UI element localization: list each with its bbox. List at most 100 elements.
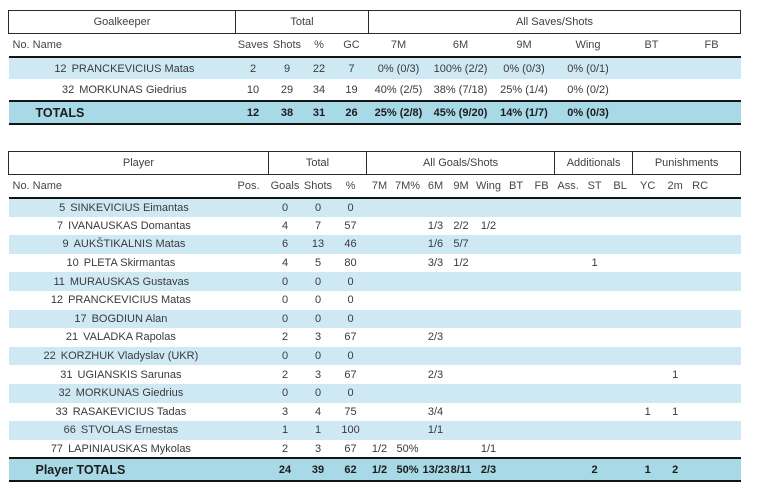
player-col-header-9: Wing	[473, 174, 504, 199]
stat-cell: 0	[314, 312, 322, 325]
stat-cell	[367, 272, 393, 291]
stat-cell	[608, 217, 633, 236]
player-number: 12	[54, 62, 67, 75]
name-cell: 17 BOGDIUN Alan	[9, 310, 229, 329]
player-col-header-7: 6M	[422, 174, 449, 199]
goalkeeper-col-header-3: %	[303, 33, 335, 58]
stat-cell: 0	[281, 294, 289, 307]
player-number: 7	[57, 219, 64, 232]
goalkeeper-col-header-9: BT	[620, 33, 683, 58]
stat-cell	[229, 254, 269, 273]
totals-stat-cell	[607, 457, 633, 483]
stat-cell	[449, 403, 474, 422]
player-number: 33	[55, 405, 68, 418]
stat-cell	[529, 198, 555, 217]
goalkeeper-col-header-10: FB	[682, 33, 741, 58]
filler-cell	[713, 384, 741, 403]
stat-cell: 2	[281, 368, 289, 381]
stat-cell	[555, 272, 582, 291]
filler-cell	[713, 291, 741, 310]
stat-cell: 0% (0/3)	[377, 62, 420, 75]
totals-stat-cell	[528, 457, 555, 483]
stat-cell: 0	[281, 275, 289, 288]
stat-cell	[633, 347, 663, 366]
stat-cell	[449, 384, 474, 403]
stat-cell	[688, 403, 713, 422]
stat-cell: 1/1	[480, 442, 497, 455]
stat-cell: 3	[314, 368, 322, 381]
stat-cell	[474, 403, 504, 422]
stat-cell	[688, 291, 713, 310]
filler-col-header	[712, 174, 741, 199]
stat-cell	[504, 198, 529, 217]
player-name: MORKUNAS Giedrius	[75, 387, 184, 400]
stat-cell	[229, 403, 269, 422]
stat-cell	[688, 217, 713, 236]
stat-cell	[504, 384, 529, 403]
stat-cell	[229, 310, 269, 329]
stat-cell	[393, 328, 423, 347]
filler-cell	[713, 347, 741, 366]
stat-cell	[633, 328, 663, 347]
player-row-31: 31 UGIANSKIS Sarunas 2 3 67 2/3 1	[9, 365, 741, 384]
player-row-21: 21 VALADKA Rapolas 2 3 67 2/3	[9, 328, 741, 347]
stat-cell	[608, 365, 633, 384]
stat-cell: 3	[314, 442, 322, 455]
name-cell: 12 PRANCKEVICIUS Matas	[9, 291, 229, 310]
stat-cell	[582, 291, 608, 310]
stat-cell	[582, 272, 608, 291]
stat-cell	[393, 347, 423, 366]
stat-cell	[555, 440, 582, 459]
stat-cell	[423, 384, 449, 403]
stat-cell: 1/2	[453, 257, 469, 270]
name-cell: 21 VALADKA Rapolas	[9, 328, 229, 347]
stat-cell	[555, 403, 582, 422]
stat-cell	[663, 421, 688, 440]
stat-cell	[393, 291, 423, 310]
stat-cell: 6	[281, 238, 289, 251]
goalkeeper-totals-row: TOTALS 12 38 31 26 25% (2/8) 45% (9/20) 14% (1/…	[8, 100, 741, 125]
stat-cell: 0	[347, 350, 354, 363]
name-cell: 9 AUKŠTIKALNIS Matas	[9, 235, 229, 254]
stat-cell: 1	[281, 424, 289, 437]
player-col-header-5: 7M	[366, 174, 393, 199]
stat-cell	[621, 79, 683, 101]
totals-stat-cell: 62	[334, 457, 367, 483]
totals-stat-cell: 8/11	[448, 457, 474, 483]
stat-cell: 13	[311, 238, 325, 251]
stat-cell: 7	[348, 62, 355, 75]
stat-cell: 2	[281, 442, 289, 455]
stat-cell	[688, 384, 713, 403]
stat-cell	[229, 421, 269, 440]
player-number: 5	[59, 201, 66, 214]
stat-cell: 9	[283, 62, 291, 75]
group-additionals: Additionals	[554, 151, 634, 175]
totals-stat-cell: 25% (2/8)	[368, 100, 429, 125]
stat-cell: 2/3	[427, 331, 444, 344]
stat-cell	[474, 328, 504, 347]
stat-cell: 3	[281, 405, 289, 418]
stat-cell	[504, 272, 529, 291]
stat-cell: 0	[347, 201, 354, 214]
player-name: SINKEVICIUS Eimantas	[70, 201, 189, 214]
stat-cell: 4	[314, 405, 322, 418]
stat-cell	[663, 310, 688, 329]
player-col-header-10: BT	[503, 174, 529, 199]
stat-cell	[663, 291, 688, 310]
player-row-66: 66 STVOLAS Ernestas 1 1 100 1/1	[8, 421, 741, 440]
player-col-header-8: 9M	[448, 174, 474, 199]
stat-cell	[555, 198, 582, 217]
totals-stat-cell: 26	[334, 100, 369, 125]
stat-cell	[621, 57, 683, 79]
gk-group-header-row: Goalkeeper Total All Saves/Shots	[8, 10, 742, 34]
totals-stat-cell	[228, 457, 269, 483]
group-punishments: Punishments	[632, 151, 742, 175]
stat-cell	[474, 254, 504, 273]
goalkeeper-col-header-2: Shots	[270, 33, 304, 58]
stat-cell	[449, 347, 474, 366]
stat-cell	[633, 310, 663, 329]
stat-cell: 2/3	[427, 368, 444, 381]
player-name: AUKŠTIKALNIS Matas	[73, 238, 186, 251]
goalkeeper-col-header-4: GC	[334, 33, 369, 58]
stat-cell: 2	[281, 331, 289, 344]
